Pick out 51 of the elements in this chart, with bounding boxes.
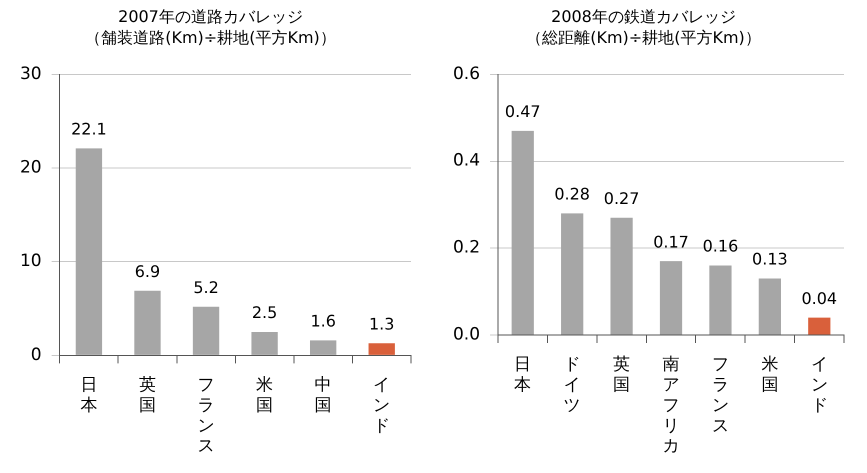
bar [76,148,102,355]
x-tick-label: ドイツ [564,354,581,416]
chart-title: 2007年の道路カバレッジ [118,6,303,26]
x-tick-label: 米国 [256,375,274,416]
data-label: 0.27 [604,188,640,208]
data-label: 0.17 [653,232,689,252]
bar [758,278,781,334]
bar [512,130,534,334]
x-tick-label: インド [810,354,828,416]
data-label: 5.2 [193,278,219,297]
data-label: 2.5 [252,303,278,322]
x-tick-label: 南アフリカ [662,354,680,456]
y-tick-label: 0.6 [452,64,480,84]
data-label: 0.04 [801,288,838,308]
data-label: 1.6 [310,312,336,331]
x-tick-label: 米国 [761,354,778,396]
chart-title: 2008年の鉄道カバレッジ [551,6,736,26]
data-label: 0.13 [752,250,788,269]
y-tick-label: 0.0 [452,324,480,344]
y-tick-label: 0.4 [452,150,480,171]
y-tick-label: 20 [20,157,42,178]
data-label: 0.28 [554,184,590,204]
chart-subtitle: （総距離(Km)÷耕地(平方Km)） [526,28,761,47]
x-tick-label: フランス [198,375,215,456]
data-label: 0.47 [504,102,541,122]
data-label: 6.9 [134,262,160,281]
bar [192,306,220,355]
x-tick-label: 日本 [80,375,98,416]
bar [808,318,830,334]
x-tick-label: インド [373,375,390,436]
x-tick-label: 中国 [314,375,332,416]
data-label: 1.3 [368,314,394,334]
x-tick-label: 英国 [613,354,630,396]
y-tick-label: 10 [20,251,42,272]
x-tick-label: 日本 [514,354,532,396]
y-tick-label: 0 [30,344,42,365]
x-tick-label: フランス [712,354,729,436]
bar [561,213,584,334]
data-label: 0.16 [702,236,738,256]
chart-subtitle: （舗装道路(Km)÷耕地(平方Km)） [85,28,336,47]
bar [368,343,395,355]
bar [610,218,633,334]
bar [709,266,732,334]
bar [660,261,682,334]
bar [134,290,161,355]
x-tick-label: 英国 [138,375,156,416]
bar [310,340,336,355]
y-tick-label: 0.2 [452,238,480,258]
bar [251,332,278,355]
y-tick-label: 30 [20,64,42,84]
data-label: 22.1 [71,120,107,139]
